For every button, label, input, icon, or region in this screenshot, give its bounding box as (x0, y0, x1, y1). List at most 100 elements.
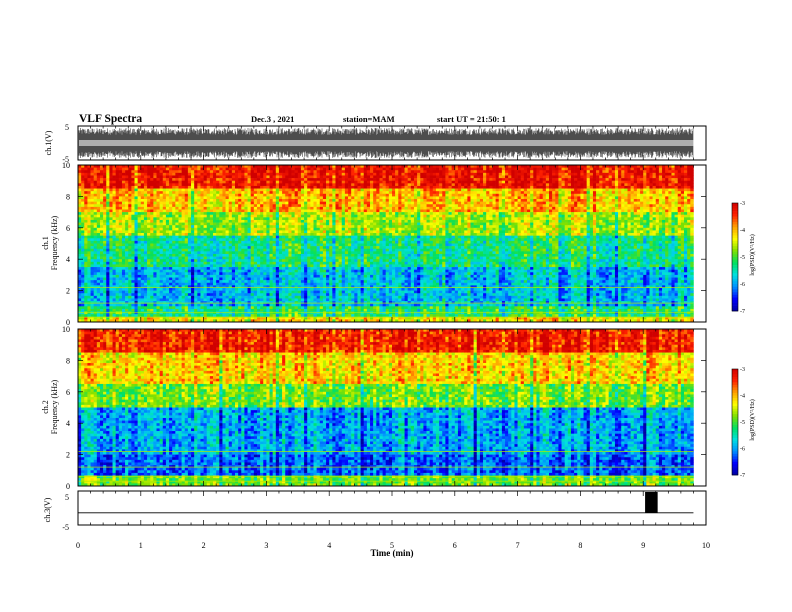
spectrogram-cell (297, 261, 302, 265)
spectrogram-cell (319, 235, 324, 239)
spectrogram-cell (222, 225, 226, 229)
spectrogram-cell (134, 264, 138, 268)
spectrogram-cell (322, 282, 327, 286)
spectrogram-cell (313, 261, 317, 265)
spectrogram-cell (216, 256, 220, 260)
spectrogram-cell (313, 183, 317, 187)
spectrogram-cell (313, 240, 317, 244)
spectrogram-cell (256, 170, 261, 174)
spectrogram-cell (175, 230, 179, 234)
spectrogram-cell (294, 256, 299, 260)
spectrogram-cell (165, 248, 170, 252)
spectrogram-cell (235, 201, 239, 205)
spectrogram-cell (222, 214, 226, 218)
spectrogram-cell (247, 293, 251, 297)
spectrogram-cell (319, 178, 324, 181)
spectrogram-cell (125, 298, 129, 302)
spectrogram-cell (316, 219, 321, 223)
spectrogram-cell (178, 172, 182, 176)
spectrogram-cell (260, 256, 264, 260)
spectrogram-cell (297, 256, 302, 260)
spectrogram-cell (169, 253, 173, 257)
spectrogram-cell (96, 316, 101, 320)
spectrogram-cell (169, 199, 173, 202)
spectrogram-cell (272, 178, 277, 181)
spectrogram-cell (96, 193, 101, 197)
spectrogram-cell (209, 269, 214, 273)
spectrogram-cell (310, 282, 314, 286)
spectrogram-cell (307, 209, 311, 213)
spectrogram-cell (225, 196, 230, 200)
spectrogram-cell (247, 180, 251, 184)
spectrogram-cell (269, 188, 273, 192)
spectrogram-cell (203, 199, 208, 202)
spectrogram-cell (90, 219, 94, 223)
spectrogram-cell (241, 253, 245, 257)
figure-title: VLF Spectra (79, 113, 142, 125)
spectrogram-cell (304, 240, 308, 244)
spectrogram-cell (143, 201, 148, 205)
spectrogram-cell (121, 295, 126, 299)
spectrogram-cell (125, 183, 129, 187)
spectrogram-cell (84, 170, 88, 174)
spectrogram-cell (269, 201, 273, 205)
spectrogram-cell (150, 172, 154, 176)
spectrogram-cell (225, 298, 230, 302)
spectrogram-cell (250, 230, 255, 234)
spectrogram-cell (294, 248, 299, 252)
spectrogram-cell (329, 191, 333, 195)
spectrogram-cell (165, 212, 170, 216)
spectrogram-cell (219, 172, 223, 176)
spectrogram-cell (106, 188, 110, 192)
spectrogram-cell (140, 303, 145, 307)
spectrogram-cell (194, 290, 198, 294)
spectrogram-cell (184, 274, 189, 278)
spectrogram-cell (231, 285, 236, 289)
spectrogram-cell (78, 180, 82, 184)
spectrogram-cell (250, 188, 255, 192)
spectrogram-cell (156, 222, 160, 226)
spectrogram-cell (128, 209, 132, 213)
spectrogram-cell (316, 217, 321, 221)
spectrogram-cell (172, 183, 176, 187)
spectrogram-cell (319, 214, 324, 218)
spectrogram-cell (121, 256, 126, 260)
spectrogram-cell (228, 287, 233, 291)
spectrogram-cell (181, 167, 186, 171)
spectrogram-cell (200, 235, 204, 239)
spectrogram-cell (256, 248, 261, 252)
spectrogram-cell (194, 193, 198, 197)
spectrogram-cell (125, 167, 129, 171)
spectrogram-cell (134, 314, 138, 318)
spectrogram-cell (235, 316, 239, 320)
spectrogram-cell (272, 272, 277, 276)
spectrogram-cell (131, 235, 135, 239)
spectrogram-cell (307, 240, 311, 244)
spectrogram-cell (332, 191, 336, 195)
spectrogram-cell (250, 233, 255, 236)
spectrogram-cell (134, 293, 138, 297)
spectrogram-cell (225, 272, 230, 276)
spectrogram-cell (181, 225, 186, 229)
spectrogram-cell (216, 243, 220, 247)
spectrogram-cell (260, 290, 264, 294)
spectrogram-cell (285, 306, 289, 310)
spectrogram-cell (165, 269, 170, 273)
spectrogram-cell (310, 167, 314, 171)
spectrogram-cell (206, 167, 211, 171)
spectrogram-cell (125, 175, 129, 179)
spectrogram-cell (175, 204, 179, 208)
spectrogram-cell (200, 248, 204, 252)
spectrogram-cell (326, 188, 330, 192)
spectrogram-cell (150, 274, 154, 278)
spectrogram-cell (285, 298, 289, 302)
spectrogram-cell (78, 285, 82, 289)
spectrogram-cell (131, 314, 135, 318)
spectrogram-cell (319, 274, 324, 278)
spectrogram-cell (156, 212, 160, 216)
spectrogram-cell (172, 214, 176, 218)
spectrogram-cell (266, 285, 270, 289)
spectrogram-cell (159, 256, 164, 260)
spectrogram-cell (84, 240, 88, 244)
spectrogram-cell (291, 185, 295, 189)
